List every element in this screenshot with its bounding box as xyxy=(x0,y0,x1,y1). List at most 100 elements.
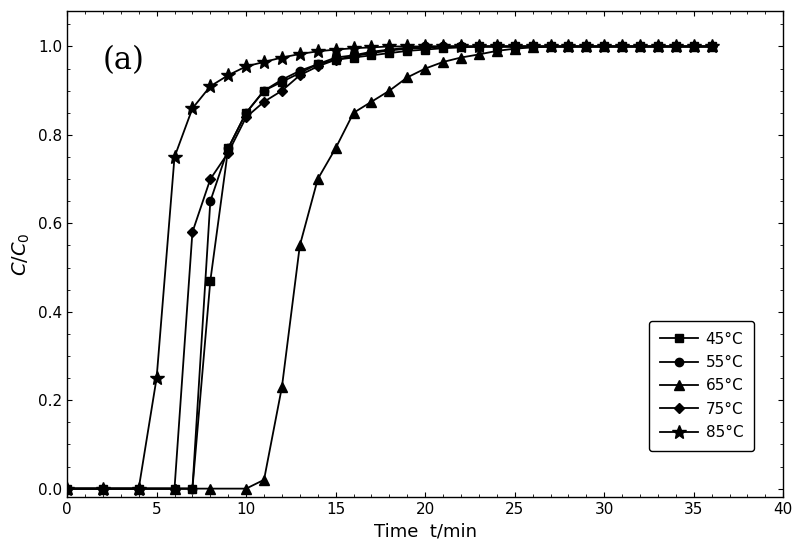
55°C xyxy=(330,54,340,61)
45°C xyxy=(527,43,536,50)
85°C xyxy=(455,43,465,50)
X-axis label: Time  t/min: Time t/min xyxy=(373,523,476,541)
55°C xyxy=(438,43,447,50)
85°C xyxy=(152,375,161,381)
85°C xyxy=(259,59,268,65)
65°C xyxy=(545,43,555,50)
55°C xyxy=(617,43,626,50)
85°C xyxy=(491,43,501,50)
55°C xyxy=(384,46,393,53)
55°C xyxy=(599,43,609,50)
85°C xyxy=(98,485,108,492)
75°C xyxy=(349,53,358,60)
75°C xyxy=(545,43,555,50)
45°C xyxy=(706,43,715,50)
85°C xyxy=(509,43,519,50)
55°C xyxy=(545,43,555,50)
45°C xyxy=(634,43,644,50)
65°C xyxy=(169,485,179,492)
65°C xyxy=(134,485,144,492)
75°C xyxy=(384,47,393,54)
65°C xyxy=(688,43,698,50)
55°C xyxy=(491,43,501,50)
55°C xyxy=(402,45,412,51)
55°C xyxy=(312,61,322,67)
65°C xyxy=(474,51,483,58)
55°C xyxy=(223,145,233,151)
65°C xyxy=(98,485,108,492)
55°C xyxy=(206,198,215,205)
55°C xyxy=(706,43,715,50)
55°C xyxy=(581,43,590,50)
85°C xyxy=(671,43,680,50)
55°C xyxy=(62,485,71,492)
75°C xyxy=(62,485,71,492)
55°C xyxy=(527,43,536,50)
85°C xyxy=(366,44,376,51)
85°C xyxy=(545,43,555,50)
55°C xyxy=(634,43,644,50)
65°C xyxy=(366,98,376,105)
85°C xyxy=(384,43,393,50)
45°C xyxy=(420,46,430,53)
65°C xyxy=(349,109,358,116)
45°C xyxy=(330,56,340,63)
65°C xyxy=(330,145,340,151)
65°C xyxy=(402,74,412,81)
75°C xyxy=(366,50,376,56)
Legend: 45°C, 55°C, 65°C, 75°C, 85°C: 45°C, 55°C, 65°C, 75°C, 85°C xyxy=(648,321,753,451)
75°C xyxy=(688,43,698,50)
75°C xyxy=(599,43,609,50)
85°C xyxy=(295,51,304,57)
55°C xyxy=(671,43,680,50)
45°C xyxy=(366,52,376,59)
75°C xyxy=(706,43,715,50)
45°C xyxy=(312,61,322,67)
85°C xyxy=(169,153,179,160)
85°C xyxy=(706,43,715,50)
Line: 55°C: 55°C xyxy=(63,43,715,493)
65°C xyxy=(617,43,626,50)
55°C xyxy=(474,43,483,50)
45°C xyxy=(98,485,108,492)
45°C xyxy=(599,43,609,50)
45°C xyxy=(455,44,465,51)
85°C xyxy=(474,43,483,50)
75°C xyxy=(134,485,144,492)
Line: 85°C: 85°C xyxy=(60,40,718,496)
75°C xyxy=(634,43,644,50)
45°C xyxy=(384,50,393,56)
85°C xyxy=(617,43,626,50)
55°C xyxy=(241,109,251,116)
75°C xyxy=(98,485,108,492)
65°C xyxy=(277,384,287,390)
85°C xyxy=(563,43,573,50)
85°C xyxy=(420,43,430,50)
55°C xyxy=(509,43,519,50)
Line: 45°C: 45°C xyxy=(63,43,715,493)
45°C xyxy=(563,43,573,50)
75°C xyxy=(330,56,340,63)
45°C xyxy=(134,485,144,492)
85°C xyxy=(652,43,662,50)
85°C xyxy=(134,485,144,492)
65°C xyxy=(491,47,501,54)
45°C xyxy=(617,43,626,50)
45°C xyxy=(277,78,287,85)
45°C xyxy=(187,485,197,492)
55°C xyxy=(366,49,376,55)
75°C xyxy=(169,485,179,492)
75°C xyxy=(474,43,483,50)
65°C xyxy=(312,176,322,183)
75°C xyxy=(671,43,680,50)
65°C xyxy=(509,45,519,52)
85°C xyxy=(438,43,447,50)
75°C xyxy=(563,43,573,50)
75°C xyxy=(509,43,519,50)
45°C xyxy=(62,485,71,492)
55°C xyxy=(455,43,465,50)
45°C xyxy=(206,278,215,284)
85°C xyxy=(402,43,412,50)
75°C xyxy=(652,43,662,50)
45°C xyxy=(223,145,233,151)
